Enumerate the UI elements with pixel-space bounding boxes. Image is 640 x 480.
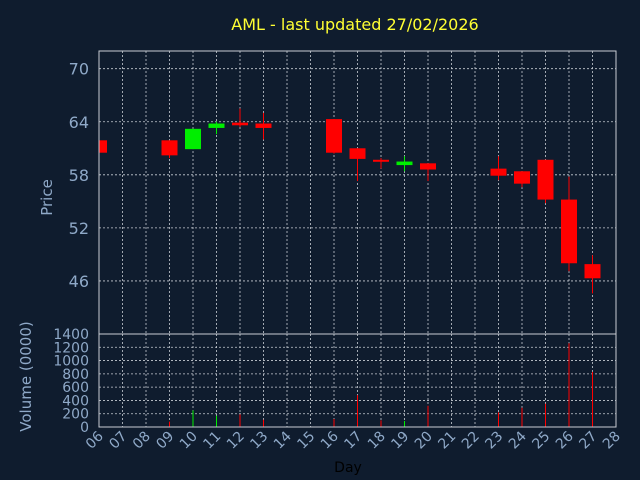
candle-body-16 xyxy=(326,119,342,153)
day-tick-12: 12 xyxy=(224,429,248,453)
volume-axis-label: Volume (0000) xyxy=(17,321,35,431)
day-tick-21: 21 xyxy=(435,429,459,453)
day-tick-13: 13 xyxy=(247,429,271,453)
day-tick-24: 24 xyxy=(506,428,530,452)
volume-tick-200: 200 xyxy=(62,407,89,423)
day-tick-19: 19 xyxy=(388,429,412,453)
price-tick-64: 64 xyxy=(69,113,89,132)
price-tick-52: 52 xyxy=(69,219,89,238)
day-tick-14: 14 xyxy=(271,428,295,452)
day-tick-08: 08 xyxy=(130,429,154,453)
candle-body-17 xyxy=(349,148,366,159)
price-axis-label: Price xyxy=(38,179,56,216)
candle-body-10 xyxy=(185,128,201,150)
x-axis-label: Day xyxy=(334,460,362,476)
volume-tick-1400: 1400 xyxy=(53,327,89,343)
candle-body-24 xyxy=(514,171,530,184)
day-tick-10: 10 xyxy=(177,429,201,453)
day-tick-28: 28 xyxy=(600,429,624,453)
price-tick-labels: 46 52 58 64 70 xyxy=(69,60,89,291)
day-tick-15: 15 xyxy=(294,429,318,453)
volume-tick-600: 600 xyxy=(62,380,89,396)
day-tick-17: 17 xyxy=(341,429,365,453)
day-tick-18: 18 xyxy=(365,429,389,453)
price-tick-70: 70 xyxy=(69,60,89,79)
volume-tick-1200: 1200 xyxy=(53,340,89,356)
candle-body-18 xyxy=(373,159,389,162)
candle-body-09 xyxy=(161,140,178,156)
volume-panel-frame xyxy=(98,333,617,428)
day-tick-20: 20 xyxy=(412,429,436,453)
volume-tick-800: 800 xyxy=(62,367,89,383)
day-tick-16: 16 xyxy=(318,428,342,452)
candle-body-12 xyxy=(232,122,248,126)
candle-body-19 xyxy=(396,161,413,166)
candle-body-27 xyxy=(584,264,601,279)
candle-body-23 xyxy=(490,168,507,176)
price-tick-58: 58 xyxy=(69,166,89,185)
candle-body-25 xyxy=(537,159,554,200)
candle-body-26 xyxy=(561,199,577,264)
day-tick-23: 23 xyxy=(482,429,506,453)
volume-tick-0: 0 xyxy=(80,420,89,436)
candle-body-06 xyxy=(99,140,107,153)
price-tick-46: 46 xyxy=(69,272,89,291)
candle-body-11 xyxy=(208,123,225,128)
day-tick-26: 26 xyxy=(553,428,577,452)
price-gridlines xyxy=(98,51,617,334)
day-tick-11: 11 xyxy=(200,429,224,453)
candle-body-20 xyxy=(420,163,436,170)
day-tick-07: 07 xyxy=(106,429,130,453)
volume-tick-1000: 1000 xyxy=(53,354,89,370)
chart-title: AML - last updated 27/02/2026 xyxy=(231,15,478,34)
day-tick-09: 09 xyxy=(153,429,177,453)
candles-layer xyxy=(98,108,601,294)
day-tick-25: 25 xyxy=(529,429,553,453)
day-tick-27: 27 xyxy=(576,429,600,453)
day-tick-labels: 06 07 08 09 10 11 12 13 14 15 16 17 18 19 20 21 22 23 24 25… xyxy=(83,428,624,452)
candle-body-13 xyxy=(255,123,272,128)
day-tick-22: 22 xyxy=(459,429,483,453)
volume-bars-layer xyxy=(169,343,593,427)
volume-tick-400: 400 xyxy=(62,393,89,409)
